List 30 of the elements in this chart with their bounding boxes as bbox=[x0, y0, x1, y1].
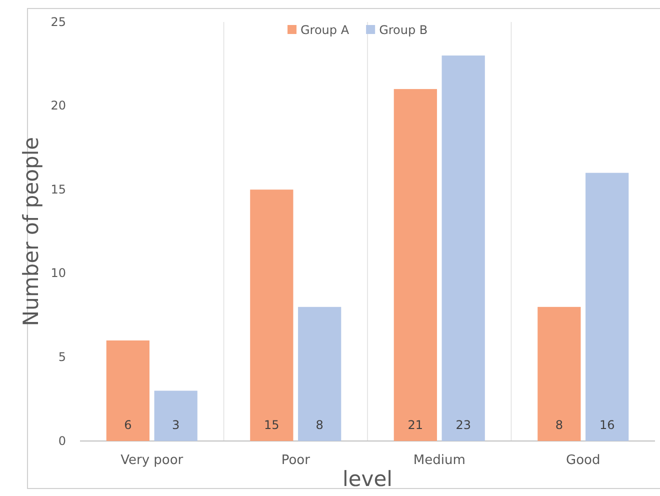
legend-label: Group B bbox=[379, 23, 428, 37]
legend-label: Group A bbox=[300, 23, 350, 37]
bar bbox=[442, 56, 485, 441]
y-tick-label: 10 bbox=[50, 266, 66, 280]
x-tick-label: Good bbox=[566, 453, 600, 468]
x-tick-label: Very poor bbox=[120, 453, 184, 468]
bar bbox=[538, 306, 581, 441]
x-tick-label: Medium bbox=[413, 453, 466, 468]
y-tick-label: 15 bbox=[50, 182, 66, 196]
data-label: 8 bbox=[316, 418, 324, 432]
data-label: 16 bbox=[599, 418, 615, 432]
y-tick-label: 5 bbox=[58, 350, 66, 364]
x-axis-title: level bbox=[342, 467, 392, 491]
data-label: 23 bbox=[456, 418, 471, 432]
y-tick-label: 0 bbox=[58, 434, 66, 448]
bar bbox=[394, 89, 437, 441]
y-tick-label: 25 bbox=[50, 14, 66, 29]
y-axis-title: Number of people bbox=[19, 136, 43, 326]
bar bbox=[298, 306, 342, 441]
bar bbox=[154, 390, 198, 441]
data-label: 6 bbox=[124, 418, 132, 432]
data-label: 21 bbox=[408, 418, 424, 432]
bar bbox=[586, 172, 629, 441]
bar bbox=[106, 340, 150, 441]
bar bbox=[250, 190, 294, 441]
data-label: 8 bbox=[555, 418, 563, 432]
data-label: 3 bbox=[172, 418, 180, 432]
y-tick-label: 20 bbox=[50, 98, 66, 113]
x-tick-label: Poor bbox=[281, 453, 311, 468]
data-label: 15 bbox=[264, 418, 280, 432]
